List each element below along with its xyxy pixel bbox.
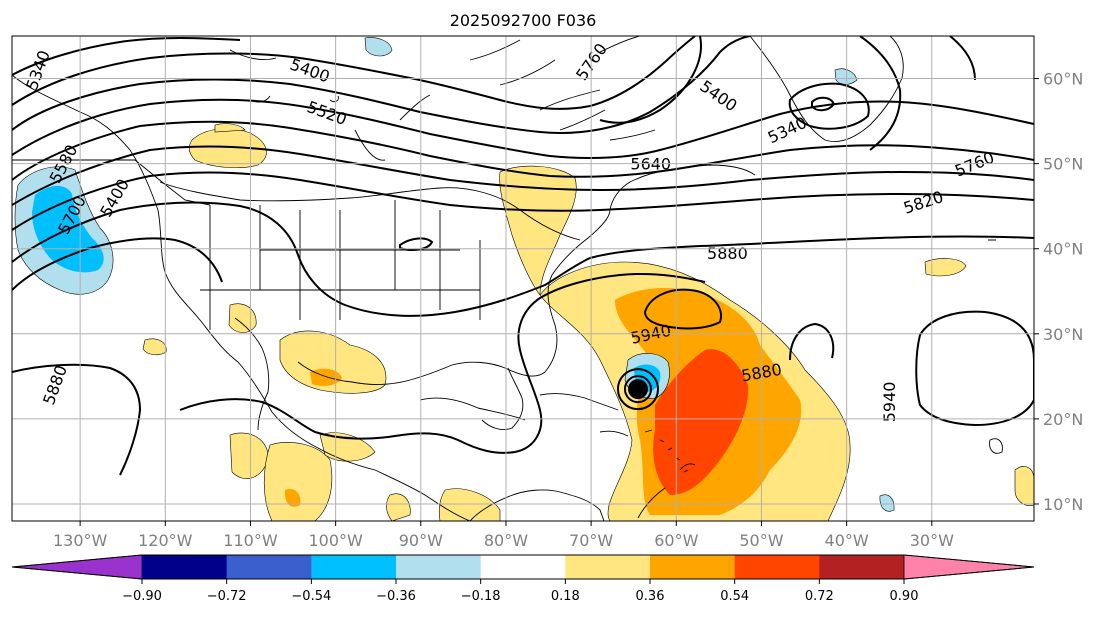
- colorbar-segment: [734, 555, 820, 579]
- colorbar-segment: [226, 555, 312, 579]
- colorbar-tick-label: −0.72: [207, 589, 247, 604]
- lat-tick-label: 50°N: [1043, 155, 1083, 174]
- colorbar-tick-label: −0.90: [122, 589, 162, 604]
- colorbar-extend-high: [903, 554, 1035, 580]
- lat-tick-label: 10°N: [1043, 495, 1083, 514]
- colorbar-tick-label: −0.18: [461, 589, 501, 604]
- longitude-tick-labels: 130°W 120°W 110°W 100°W 90°W 80°W 70°W 60°W 50°W…: [53, 521, 954, 550]
- colorbar-segment: [311, 555, 397, 579]
- colorbar-tick-label: −0.36: [376, 589, 416, 604]
- cyclone-center-marker[interactable]: [616, 368, 659, 411]
- lon-tick-label: 30°W: [910, 531, 954, 550]
- colorbar-tick-label: 0.72: [805, 589, 834, 604]
- contour-label: 5880: [707, 244, 748, 263]
- gridlines: [12, 36, 1034, 521]
- chart-title: 2025092700 F036: [450, 11, 597, 30]
- colorbar-segment: [396, 555, 482, 579]
- lon-tick-label: 120°W: [138, 531, 193, 550]
- colorbar-extend-low: [11, 554, 143, 580]
- colorbar-tick-label: −0.54: [291, 589, 331, 604]
- colorbar: −0.90 −0.72 −0.54 −0.36 −0.18 0.18 0.36 0.54 0.7…: [11, 554, 1035, 604]
- colorbar-segment: [142, 555, 228, 579]
- lon-tick-label: 80°W: [484, 531, 528, 550]
- lon-tick-label: 40°W: [825, 531, 869, 550]
- lon-tick-label: 50°W: [739, 531, 783, 550]
- colorbar-tick-label: 0.18: [551, 589, 580, 604]
- lon-tick-label: 60°W: [654, 531, 698, 550]
- colorbar-tick-label: 0.90: [890, 589, 919, 604]
- colorbar-tick-label: 0.54: [720, 589, 749, 604]
- lat-tick-label: 40°N: [1043, 240, 1083, 259]
- colorbar-segment: [480, 555, 566, 579]
- lon-tick-label: 130°W: [53, 531, 108, 550]
- lat-tick-label: 60°N: [1043, 70, 1083, 89]
- colorbar-tick-label: 0.36: [636, 589, 665, 604]
- shading-positive: [142, 123, 1034, 521]
- contour-label: 5940: [880, 382, 899, 423]
- colorbar-segment: [565, 555, 651, 579]
- colorbar-segment: [819, 555, 905, 579]
- latitude-tick-labels: 60°N 50°N 40°N 30°N 20°N 10°N: [1034, 70, 1083, 514]
- colorbar-segment: [650, 555, 736, 579]
- lon-tick-label: 100°W: [308, 531, 363, 550]
- lon-tick-label: 110°W: [223, 531, 278, 550]
- map-frame: [11, 35, 1035, 522]
- lat-tick-label: 30°N: [1043, 325, 1083, 344]
- lon-tick-label: 90°W: [399, 531, 443, 550]
- lat-tick-label: 20°N: [1043, 410, 1083, 429]
- lon-tick-label: 70°W: [569, 531, 613, 550]
